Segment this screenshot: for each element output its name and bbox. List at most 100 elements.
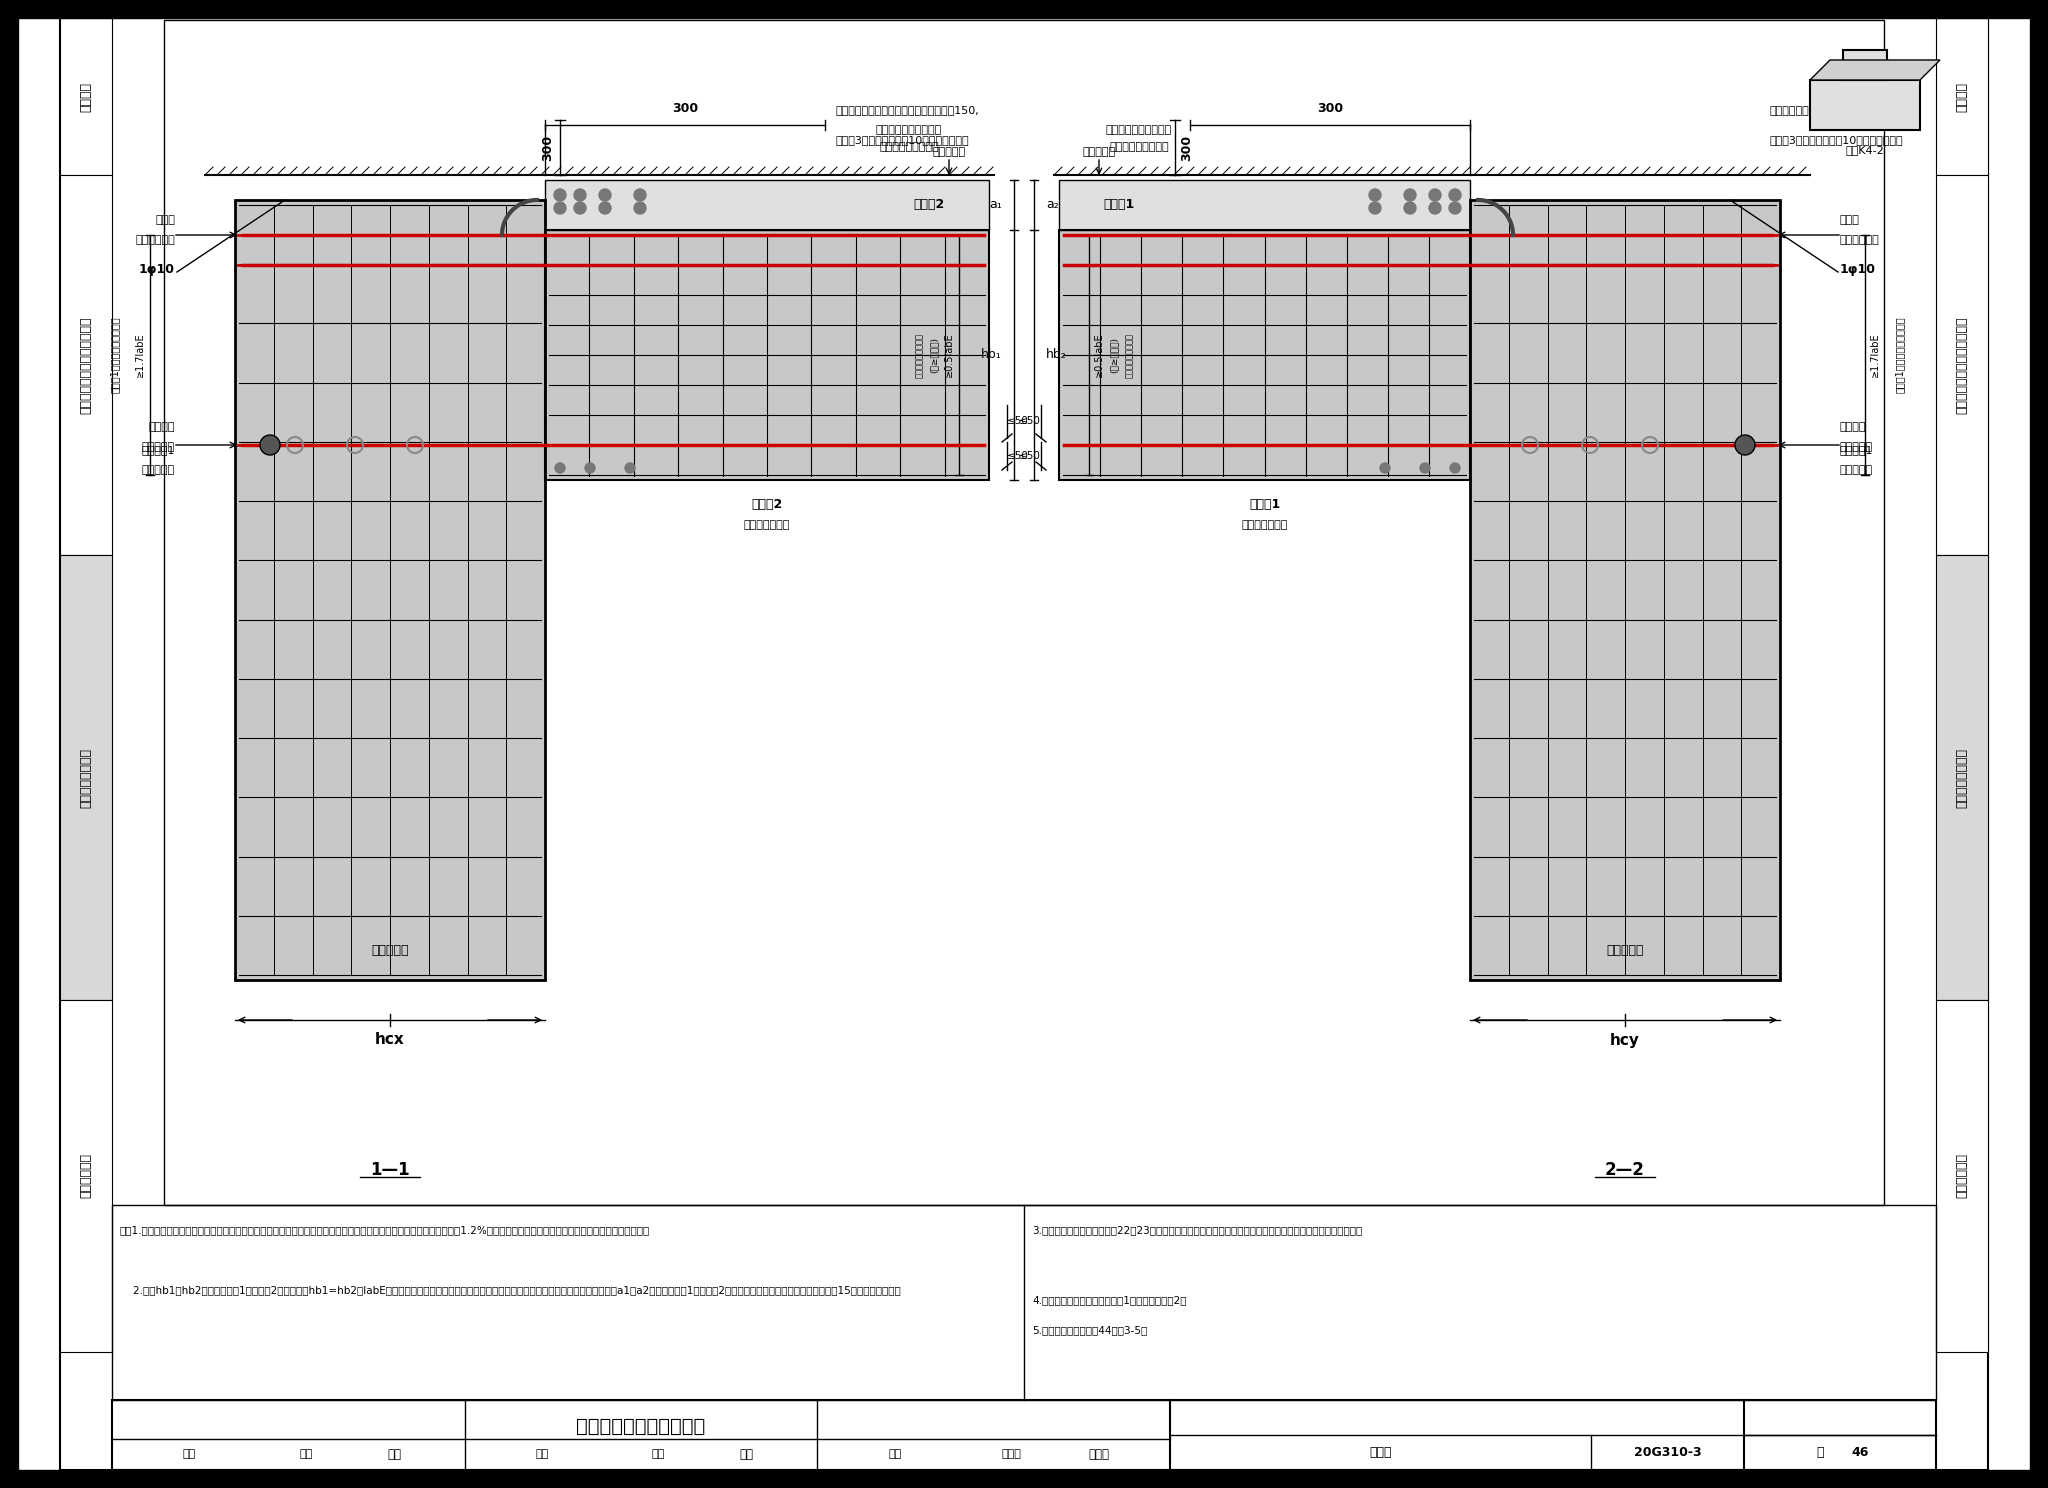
Circle shape (1405, 202, 1415, 214)
Bar (59, 18, 113, 176)
Text: 施工技术措施: 施工技术措施 (1956, 1153, 1968, 1198)
Circle shape (555, 189, 565, 201)
Text: 300: 300 (672, 103, 698, 115)
Text: ≤50: ≤50 (1008, 417, 1028, 427)
Bar (1470, 199, 1780, 981)
Text: 300: 300 (541, 134, 555, 161)
Circle shape (1419, 463, 1430, 473)
Text: 第一道箍筋: 第一道箍筋 (141, 442, 174, 452)
Text: hcx: hcx (375, 1033, 406, 1048)
Text: （用于柱纵筋锚固）: （用于柱纵筋锚固） (1124, 332, 1133, 378)
Text: 框架连接节点构造: 框架连接节点构造 (80, 747, 92, 808)
Text: 安装前放置: 安装前放置 (141, 464, 174, 475)
Text: ≥1.7labE: ≥1.7labE (1870, 333, 1880, 378)
Text: 结构完成面: 结构完成面 (932, 147, 965, 158)
Circle shape (635, 189, 645, 201)
Bar (59, 1000, 113, 1353)
Text: 叠合梁1: 叠合梁1 (1104, 198, 1135, 211)
Bar (545, 180, 989, 231)
Text: ≤50: ≤50 (1020, 417, 1040, 427)
Circle shape (586, 463, 596, 473)
Text: 梁上部纵筋伸至柱外侧: 梁上部纵筋伸至柱外侧 (1106, 125, 1171, 135)
Circle shape (1735, 434, 1755, 455)
Text: 预制梁1: 预制梁1 (1249, 498, 1280, 512)
Text: 注：1.本图适用于顶层角柱节点、预制柱和预制梁对中、叠合梁上部受力纵筋和柱外侧纵筋搭接、梁上部纵筋配筋率不大于1.2%、梁箍筋采用组合封闭箍且两个方向叠合梁不等: 注：1.本图适用于顶层角柱节点、预制柱和预制梁对中、叠合梁上部受力纵筋和柱外侧纵… (121, 1225, 651, 1235)
Text: 最上一道箍筋: 最上一道箍筋 (135, 235, 174, 246)
Text: hb₂: hb₂ (1047, 348, 1067, 362)
Bar (0, 0, 2048, 18)
Bar (545, 231, 989, 481)
Text: 施工技术措施: 施工技术措施 (80, 1153, 92, 1198)
Text: 一般构造: 一般构造 (1956, 82, 1968, 112)
Text: 图集号: 图集号 (1370, 1446, 1393, 1460)
Text: 顶层角柱节点连接构造二: 顶层角柱节点连接构造二 (575, 1417, 707, 1436)
Bar (59, 555, 113, 1000)
Circle shape (1380, 463, 1391, 473)
Circle shape (1450, 463, 1460, 473)
Text: 预制梁1截面宽度范围内箍筋: 预制梁1截面宽度范围内箍筋 (111, 317, 121, 393)
Text: ≤50: ≤50 (1008, 451, 1028, 461)
Text: 最上一道箍筋: 最上一道箍筋 (1839, 235, 1880, 246)
Text: 框架柱顶: 框架柱顶 (150, 423, 174, 432)
Text: 46: 46 (1851, 1446, 1870, 1460)
Circle shape (555, 463, 565, 473)
Bar (1935, 555, 1989, 1000)
Circle shape (1430, 202, 1442, 214)
Text: 在预制梁1: 在预制梁1 (1839, 445, 1874, 455)
Text: ≤50: ≤50 (1020, 451, 1040, 461)
Bar (1810, 80, 1921, 129)
Text: 预制梁、预制柱和节点区构造: 预制梁、预制柱和节点区构造 (80, 317, 92, 414)
Text: 在柱宽范围的柱箍筋内侧设置间距不大于150,: 在柱宽范围的柱箍筋内侧设置间距不大于150, (1769, 106, 1913, 115)
Text: 框架柱顶: 框架柱顶 (1839, 423, 1866, 432)
Circle shape (1450, 202, 1460, 214)
Circle shape (1405, 189, 1415, 201)
Text: 20G310-3: 20G310-3 (1634, 1446, 1702, 1460)
Text: 张涛: 张涛 (299, 1449, 313, 1460)
Text: 在柱宽范围的柱箍筋内侧设置间距不大于150,: 在柱宽范围的柱箍筋内侧设置间距不大于150, (836, 106, 979, 115)
Text: 1φ10: 1φ10 (139, 263, 174, 277)
Text: a₂: a₂ (1047, 198, 1059, 211)
Text: （用于柱纵筋锚固）: （用于柱纵筋锚固） (915, 332, 924, 378)
Bar (1059, 231, 1470, 481)
Text: 节点区: 节点区 (1839, 214, 1860, 225)
Bar (1059, 180, 1470, 231)
Bar (1935, 1000, 1989, 1353)
Text: 4.安装预制梁时，先安装预制梁1，再安装预制梁2。: 4.安装预制梁时，先安装预制梁1，再安装预制梁2。 (1032, 1295, 1186, 1305)
Bar (2030, 18, 2048, 1470)
Text: hb₁: hb₁ (981, 348, 1001, 362)
Text: (且≥计算值): (且≥计算值) (930, 336, 938, 373)
Text: 在预制梁1: 在预制梁1 (141, 445, 174, 455)
Text: 3.预制柱的构造详见本图集第22、23页。柱纵筋锚固板下第一道箍筋与锚固板承压面距离小于柱纵筋直径最大值。: 3.预制柱的构造详见本图集第22、23页。柱纵筋锚固板下第一道箍筋与锚固板承压面… (1032, 1225, 1362, 1235)
Bar (59, 176, 113, 555)
Circle shape (1368, 189, 1380, 201)
Text: 审核: 审核 (182, 1449, 197, 1460)
Bar (1059, 231, 1470, 481)
Text: 300: 300 (1317, 103, 1343, 115)
Text: 耿耀明: 耿耀明 (1090, 1448, 1110, 1461)
Text: 5.其他注详见本图集第44页注3-5。: 5.其他注详见本图集第44页注3-5。 (1032, 1324, 1147, 1335)
Text: hcy: hcy (1610, 1033, 1640, 1048)
Circle shape (1450, 189, 1460, 201)
Text: 孙涛: 孙涛 (387, 1448, 401, 1461)
Text: 不少于3根且直径不小于10的角部附加钢筋: 不少于3根且直径不小于10的角部附加钢筋 (1769, 135, 1905, 144)
Text: 节点区: 节点区 (156, 214, 174, 225)
Text: 1φ10: 1φ10 (1839, 263, 1876, 277)
Text: 不少于3根且直径不小于10的角部附加钢筋: 不少于3根且直径不小于10的角部附加钢筋 (836, 135, 969, 144)
Text: 300: 300 (1180, 134, 1194, 161)
Bar (0, 18, 18, 1470)
Circle shape (598, 202, 610, 214)
Text: 安装前放置: 安装前放置 (1839, 464, 1874, 475)
Bar (1935, 176, 1989, 555)
Bar (1470, 199, 1780, 981)
Polygon shape (1810, 60, 1939, 80)
Text: 耿耀明: 耿耀明 (1001, 1449, 1022, 1460)
Text: 赵勇: 赵勇 (651, 1449, 666, 1460)
Text: 赵勇: 赵勇 (739, 1448, 754, 1461)
Text: 第一道箍筋: 第一道箍筋 (1839, 442, 1874, 452)
Text: 预制梁、预制柱和节点区构造: 预制梁、预制柱和节点区构造 (1956, 317, 1968, 414)
Circle shape (555, 202, 565, 214)
Text: ≥1.7labE: ≥1.7labE (135, 333, 145, 378)
Text: (且≥计算值): (且≥计算值) (1110, 336, 1118, 373)
Circle shape (625, 463, 635, 473)
Bar (113, 1400, 1935, 1470)
